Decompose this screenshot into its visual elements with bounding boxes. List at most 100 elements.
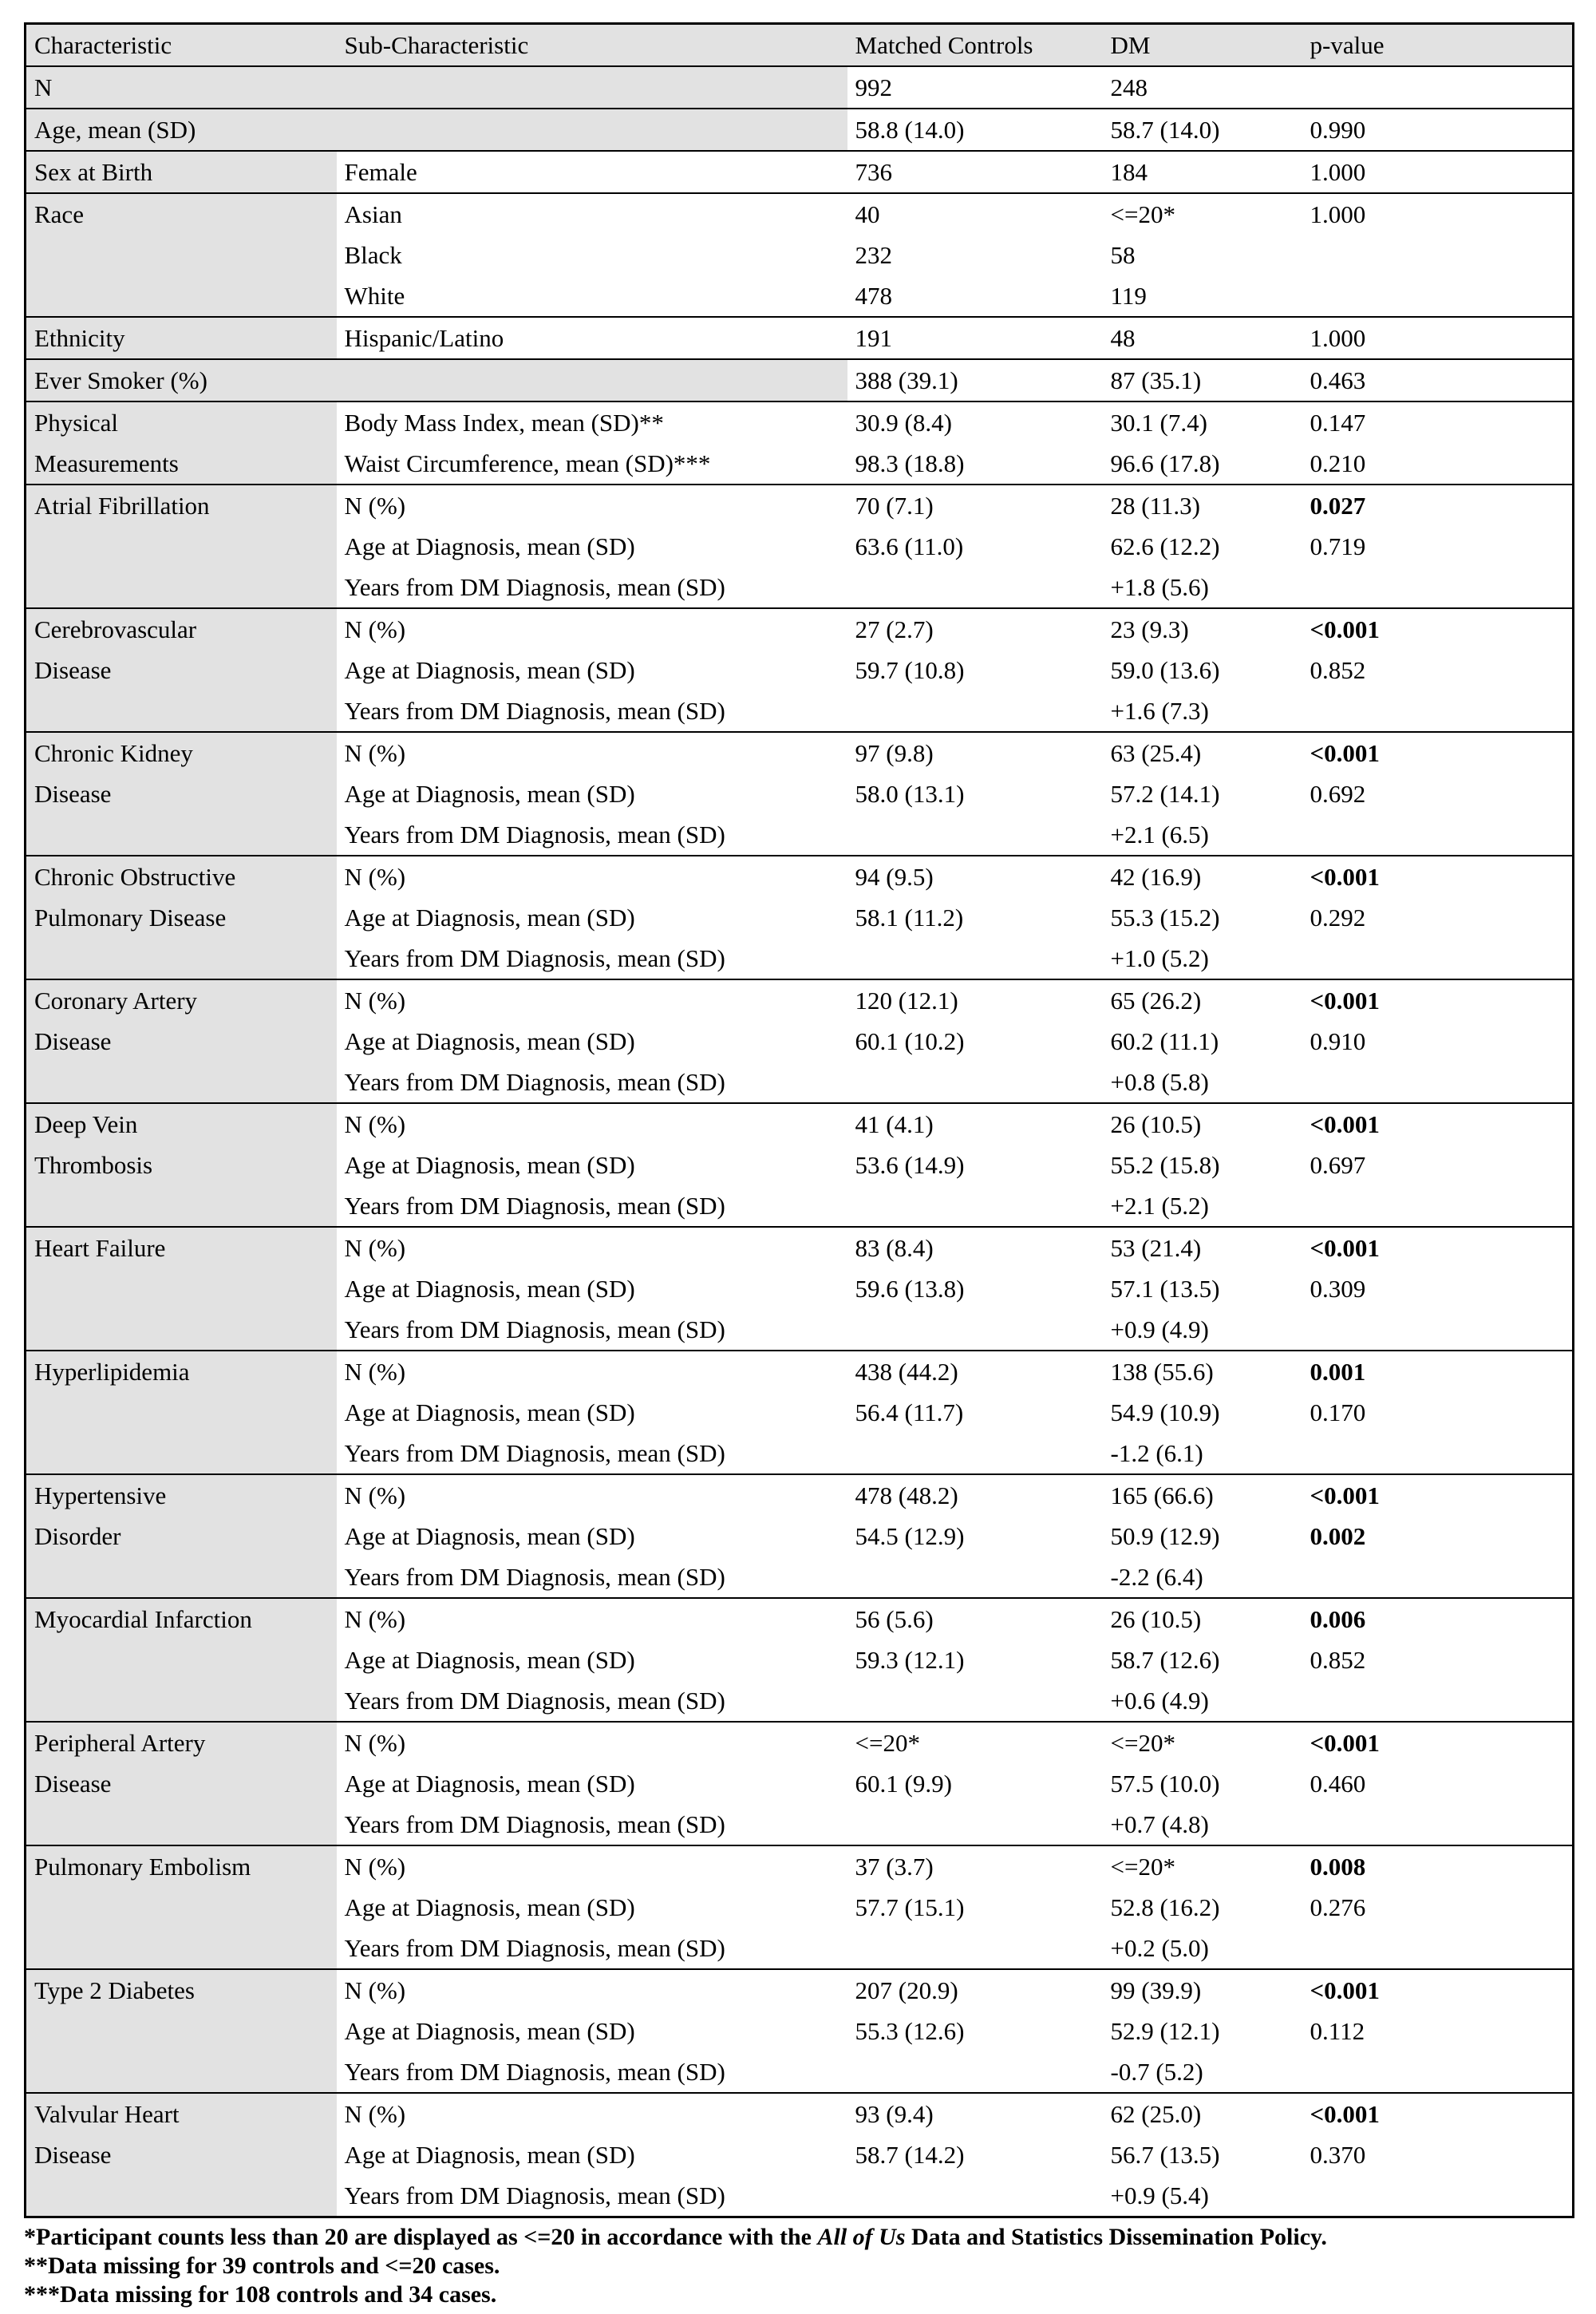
p-value-cell: <0.001 bbox=[1302, 1473, 1574, 1516]
dm-cell: +0.7 (4.8) bbox=[1110, 1810, 1209, 1838]
matched-controls-cell bbox=[847, 1185, 1103, 1227]
p-value-cell bbox=[1302, 2051, 1574, 2093]
p-value-cell bbox=[1302, 65, 1574, 109]
dm-cell: +1.0 (5.2) bbox=[1110, 944, 1209, 972]
dm-cell: 248 bbox=[1102, 65, 1302, 109]
p-value-cell: <0.001 bbox=[1302, 855, 1574, 897]
sub-characteristic-cell: Years from DM Diagnosis, mean (SD) bbox=[344, 821, 725, 848]
dm-cell: 56.7 (13.5) bbox=[1110, 2141, 1220, 2169]
characteristic-cell: Coronary Artery Disease bbox=[25, 979, 337, 1103]
table-row: Atrial Fibrillation N (%) 70 (7.1) 28 (11.3… bbox=[25, 484, 1574, 608]
p-value-cell: 0.309 bbox=[1310, 1275, 1366, 1303]
matched-controls-cell: 478 (48.2) bbox=[847, 1473, 1103, 1516]
sub-characteristic-cell: Years from DM Diagnosis, mean (SD) bbox=[344, 1687, 725, 1715]
p-value-cell: <0.001 bbox=[1302, 1721, 1574, 1763]
table-row: Age at Diagnosis, mean (SD) 56.4 (11.7) 54… bbox=[26, 1392, 1574, 1433]
table-row: Years from DM Diagnosis, mean (SD) +0.2 (… bbox=[26, 1928, 1574, 1969]
table-row: Age at Diagnosis, mean (SD) 54.5 (12.9) 50… bbox=[26, 1516, 1574, 1557]
table-row: Years from DM Diagnosis, mean (SD) +0.7 (… bbox=[26, 1804, 1574, 1845]
footnote-participant-counts: *Participant counts less than 20 are dis… bbox=[24, 2223, 1572, 2252]
table-row: Age at Diagnosis, mean (SD) 58.1 (11.2) 55… bbox=[26, 897, 1574, 938]
p-value-cell bbox=[1302, 1309, 1574, 1351]
p-value-cell: 0.460 bbox=[1310, 1770, 1366, 1798]
header-characteristic: Characteristic bbox=[25, 23, 337, 67]
dm-cell: 184 bbox=[1102, 150, 1302, 193]
table-row: Race Asian 40 <=20* 1.000 bbox=[25, 192, 1574, 317]
p-value-cell: <0.001 bbox=[1302, 731, 1574, 773]
sub-characteristic-cell: Age at Diagnosis, mean (SD) bbox=[344, 1522, 635, 1550]
sub-characteristic-cell: Years from DM Diagnosis, mean (SD) bbox=[344, 1563, 725, 1591]
p-value-cell: 0.990 bbox=[1302, 108, 1574, 151]
table-row: Years from DM Diagnosis, mean (SD) -2.2 (… bbox=[26, 1557, 1574, 1598]
sub-characteristic-cell: Age at Diagnosis, mean (SD) bbox=[344, 1151, 635, 1179]
matched-controls-cell: 70 (7.1) bbox=[847, 484, 1103, 526]
matched-controls-cell: 59.3 (12.1) bbox=[855, 1646, 965, 1674]
characteristic-cell: Valvular Heart Disease bbox=[25, 2092, 337, 2217]
matched-controls-cell bbox=[847, 1804, 1103, 1845]
characteristic-cell: Type 2 Diabetes bbox=[25, 1968, 337, 2093]
matched-controls-cell: 58.7 (14.2) bbox=[855, 2141, 965, 2169]
matched-controls-cell: 58.0 (13.1) bbox=[855, 780, 965, 808]
matched-controls-cell: 58.8 (14.0) bbox=[847, 108, 1103, 151]
matched-controls-cell bbox=[847, 1928, 1103, 1969]
table-row: Age at Diagnosis, mean (SD) 53.6 (14.9) 55… bbox=[26, 1145, 1574, 1185]
table-row: Age at Diagnosis, mean (SD) 59.6 (13.8) 57… bbox=[26, 1268, 1574, 1309]
matched-controls-cell: 56.4 (11.7) bbox=[855, 1398, 964, 1426]
table-row: Years from DM Diagnosis, mean (SD) -1.2 (… bbox=[26, 1433, 1574, 1474]
dm-cell: 53 (21.4) bbox=[1102, 1226, 1302, 1268]
matched-controls-cell: 27 (2.7) bbox=[847, 607, 1103, 650]
p-value-cell bbox=[1302, 1557, 1574, 1598]
characteristic-cell: Sex at Birth bbox=[25, 150, 337, 193]
p-value-cell bbox=[1302, 690, 1574, 732]
p-value-cell: 0.112 bbox=[1310, 2017, 1365, 2045]
dm-cell: 50.9 (12.9) bbox=[1110, 1522, 1220, 1550]
dm-cell: 65 (26.2) bbox=[1102, 979, 1302, 1021]
p-value-cell bbox=[1302, 2175, 1574, 2217]
p-value-cell: 1.000 bbox=[1302, 192, 1574, 235]
p-value-cell: 0.852 bbox=[1310, 656, 1366, 684]
p-value-cell: 0.463 bbox=[1302, 358, 1574, 401]
table-row: White 478 119 bbox=[26, 275, 1574, 317]
matched-controls-cell bbox=[847, 1433, 1103, 1474]
characteristic-cell: N bbox=[25, 65, 847, 109]
characteristic-cell: Hypertensive Disorder bbox=[25, 1473, 337, 1598]
matched-controls-cell: 388 (39.1) bbox=[847, 358, 1103, 401]
table-row: Deep Vein Thrombosis N (%) 41 (4.1) 26 (10.… bbox=[25, 1102, 1574, 1227]
sub-characteristic-cell: Age at Diagnosis, mean (SD) bbox=[344, 1770, 635, 1798]
dm-cell: 52.9 (12.1) bbox=[1110, 2017, 1220, 2045]
p-value-cell: <0.001 bbox=[1302, 607, 1574, 650]
sub-characteristic-cell: Age at Diagnosis, mean (SD) bbox=[344, 1027, 635, 1055]
table-row: Heart Failure N (%) 83 (8.4) 53 (21.4) <0.00… bbox=[25, 1226, 1574, 1351]
dm-cell: -0.7 (5.2) bbox=[1110, 2058, 1203, 2086]
matched-controls-cell: 59.7 (10.8) bbox=[855, 656, 965, 684]
matched-controls-cell: 59.6 (13.8) bbox=[855, 1275, 965, 1303]
sub-characteristic-cell: Asian bbox=[336, 192, 847, 235]
matched-controls-cell: 63.6 (11.0) bbox=[855, 532, 964, 560]
dm-cell: 48 bbox=[1102, 316, 1302, 359]
matched-controls-cell bbox=[847, 567, 1103, 608]
dm-cell: 59.0 (13.6) bbox=[1110, 656, 1220, 684]
footnotes: *Participant counts less than 20 are dis… bbox=[24, 2223, 1572, 2309]
p-value-cell: 0.170 bbox=[1310, 1398, 1366, 1426]
table-row: Years from DM Diagnosis, mean (SD) +1.6 (… bbox=[26, 690, 1574, 732]
table-row: Coronary Artery Disease N (%) 120 (12.1) 65… bbox=[25, 979, 1574, 1103]
dm-cell: 58 bbox=[1110, 241, 1136, 269]
characteristics-table: Characteristic Sub-Characteristic Matche… bbox=[24, 22, 1574, 2218]
p-value-cell: 0.276 bbox=[1310, 1893, 1366, 1921]
sub-characteristic-cell: N (%) bbox=[336, 484, 847, 526]
matched-controls-cell: 41 (4.1) bbox=[847, 1102, 1103, 1145]
sub-characteristic-cell: Waist Circumference, mean (SD)*** bbox=[344, 449, 711, 477]
matched-controls-cell: 97 (9.8) bbox=[847, 731, 1103, 773]
table-row: Years from DM Diagnosis, mean (SD) +0.9 (… bbox=[26, 1309, 1574, 1351]
table-row: Years from DM Diagnosis, mean (SD) +0.6 (… bbox=[26, 1680, 1574, 1722]
matched-controls-cell: 54.5 (12.9) bbox=[855, 1522, 965, 1550]
p-value-cell: 0.008 bbox=[1302, 1845, 1574, 1887]
p-value-cell bbox=[1302, 235, 1574, 275]
matched-controls-cell: 55.3 (12.6) bbox=[855, 2017, 965, 2045]
table-row: Age at Diagnosis, mean (SD) 60.1 (9.9) 57.… bbox=[26, 1763, 1574, 1804]
table-row: Years from DM Diagnosis, mean (SD) +1.8 (… bbox=[26, 567, 1574, 608]
p-value-cell: 1.000 bbox=[1302, 150, 1574, 193]
dm-cell: 52.8 (16.2) bbox=[1110, 1893, 1220, 1921]
p-value-cell: 0.027 bbox=[1302, 484, 1574, 526]
